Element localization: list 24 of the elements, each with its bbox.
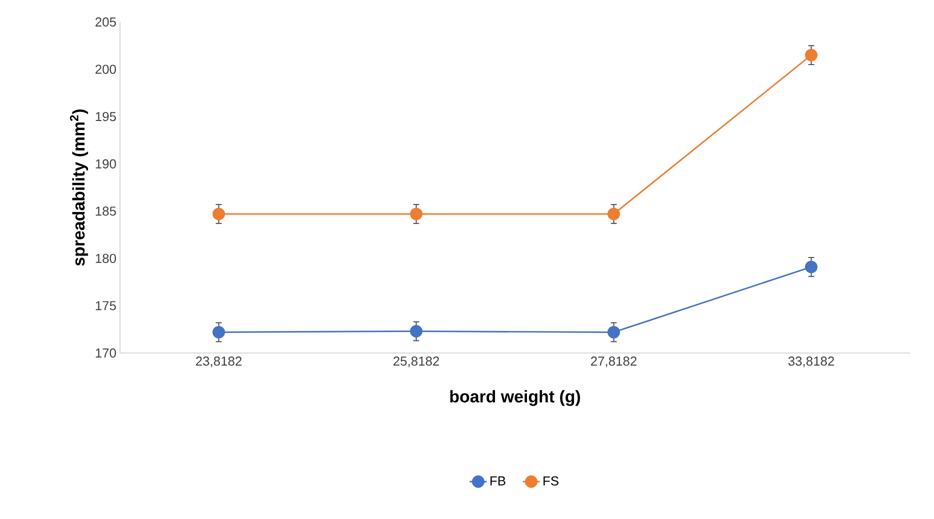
x-tick-label: 27,8182 (591, 356, 636, 368)
legend-label: FB (490, 476, 506, 486)
x-tick-label: 25,8182 (394, 356, 439, 368)
point (410, 325, 422, 338)
y-tick-label: 195 (96, 112, 116, 122)
y-axis-title: spreadability (mm$^{2}$) (70, 110, 88, 266)
y-tick-label: 180 (96, 254, 116, 264)
y-tick-label: 190 (96, 159, 116, 168)
point (608, 326, 620, 338)
point (805, 260, 818, 274)
y-tick-label: 200 (96, 64, 116, 74)
y-tick-label: 185 (96, 206, 116, 216)
x-axis-title: board weight (g) (450, 390, 580, 406)
y-tick-label: 170 (96, 348, 116, 358)
point (212, 326, 225, 338)
point (805, 48, 818, 62)
y-tick-label: 205 (96, 17, 116, 27)
x-tick-label: 33,8182 (788, 356, 834, 368)
y-tick-label: 175 (96, 301, 116, 310)
x-tick-label: 23,8182 (196, 356, 242, 368)
point (212, 208, 225, 220)
point (410, 208, 422, 220)
point (608, 208, 620, 220)
legend-label: FS (544, 476, 558, 486)
